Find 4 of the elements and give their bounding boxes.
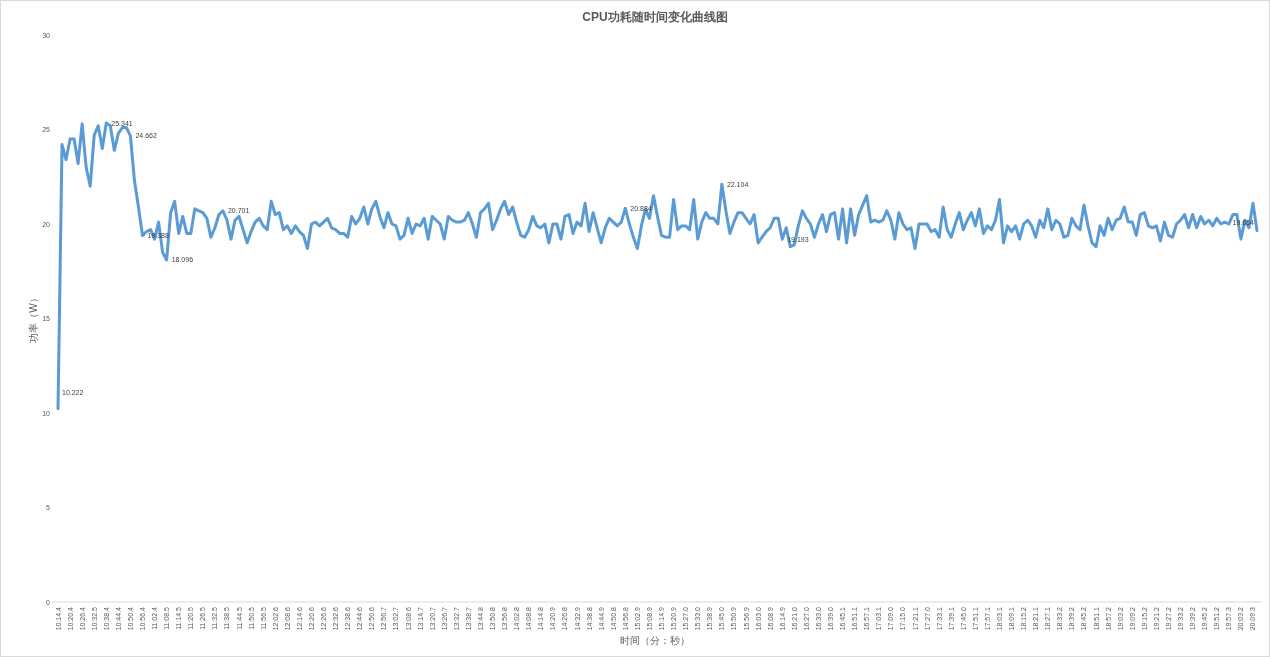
y-axis-title: 功率（W） bbox=[27, 293, 39, 343]
chart-title: CPU功耗随时间变化曲线图 bbox=[582, 10, 728, 24]
line-series bbox=[56, 121, 1259, 411]
x-axis-title: 时间（分：秒） bbox=[620, 635, 690, 646]
